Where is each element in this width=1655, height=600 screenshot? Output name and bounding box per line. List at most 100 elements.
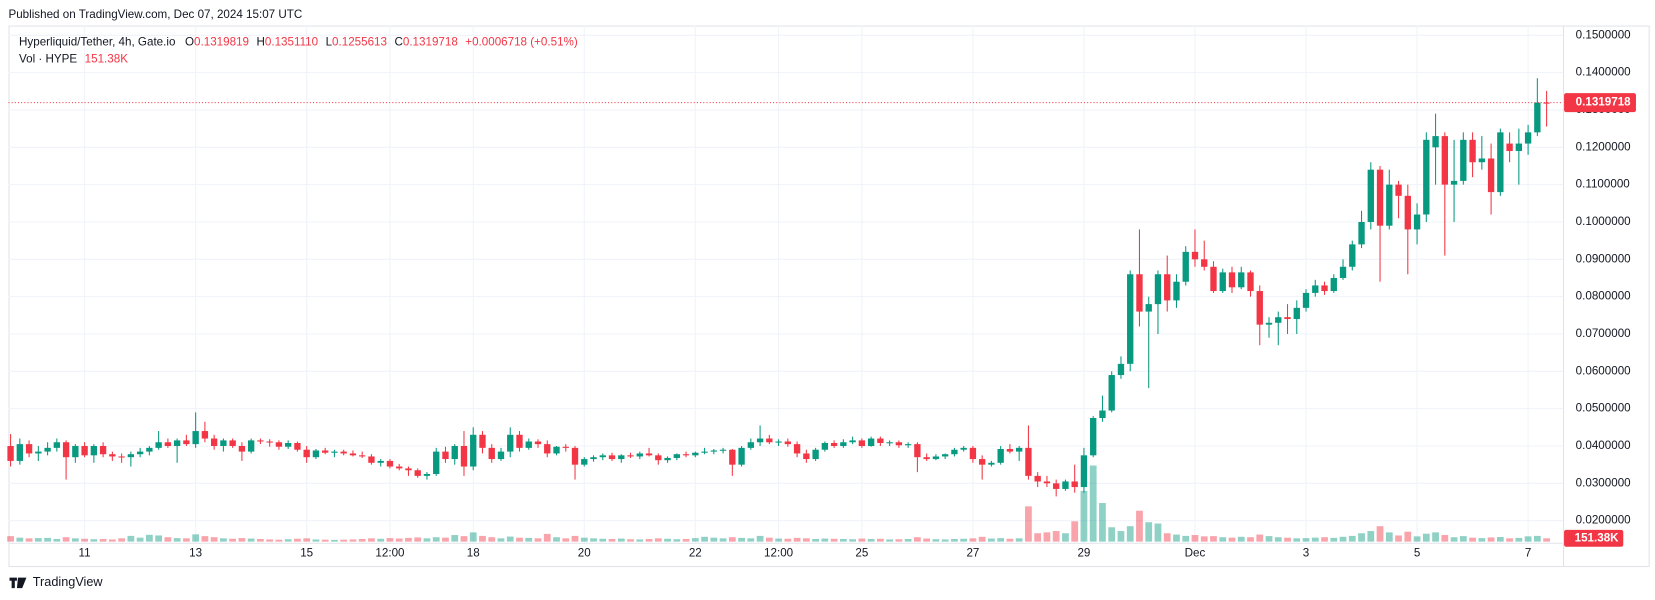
volume-bar bbox=[192, 534, 200, 542]
volume-bar bbox=[312, 539, 320, 542]
legend-value: 0.1351110 bbox=[265, 36, 319, 49]
volume-bar bbox=[1089, 465, 1097, 542]
candle-body bbox=[1515, 143, 1523, 152]
volume-bar bbox=[1163, 533, 1171, 542]
volume-bar bbox=[997, 538, 1005, 542]
candle-body bbox=[793, 444, 801, 454]
volume-bar bbox=[701, 536, 708, 542]
volume-bar bbox=[497, 538, 505, 542]
candle-body bbox=[349, 453, 357, 456]
x-tick-label: 13 bbox=[189, 546, 202, 559]
volume-bar bbox=[1533, 535, 1541, 542]
candle-body bbox=[25, 444, 33, 454]
candle-body bbox=[877, 438, 884, 444]
volume-bar bbox=[1487, 537, 1495, 542]
y-tick-label: 0.1000000 bbox=[1576, 215, 1631, 228]
volume-bar bbox=[1062, 533, 1069, 542]
candle-body bbox=[1404, 195, 1411, 230]
volume-bar bbox=[1469, 537, 1476, 542]
candle-body bbox=[1413, 214, 1421, 230]
volume-bar bbox=[90, 539, 98, 542]
candle-body bbox=[655, 455, 662, 461]
volume-bar bbox=[1459, 536, 1467, 542]
candle-body bbox=[229, 440, 236, 446]
volume-bar bbox=[506, 536, 514, 542]
candle-body bbox=[525, 441, 532, 448]
volume-bar bbox=[1025, 506, 1032, 542]
candle-body bbox=[90, 445, 98, 456]
candle-body bbox=[858, 440, 866, 446]
candle-body bbox=[1108, 375, 1115, 411]
volume-bar bbox=[923, 538, 931, 542]
candle-body bbox=[1080, 455, 1088, 488]
y-tick-label: 0.0300000 bbox=[1576, 476, 1631, 489]
candle-body bbox=[81, 445, 88, 456]
volume-bar bbox=[173, 538, 181, 542]
candle-body bbox=[978, 459, 986, 465]
candle-body bbox=[1497, 132, 1504, 193]
volume-bar bbox=[1395, 535, 1402, 542]
volume-bar bbox=[867, 538, 875, 542]
volume-bar bbox=[386, 538, 394, 542]
candle-body bbox=[904, 444, 912, 446]
volume-bar bbox=[1043, 532, 1051, 542]
volume-bar bbox=[340, 539, 348, 542]
y-tick-label: 0.1100000 bbox=[1576, 178, 1631, 191]
volume-bar bbox=[368, 538, 375, 542]
candle-body bbox=[266, 441, 273, 443]
candle-body bbox=[1506, 143, 1513, 152]
candle-body bbox=[840, 442, 847, 446]
volume-bar bbox=[405, 537, 412, 542]
candle-body bbox=[303, 449, 310, 458]
volume-bar bbox=[1108, 527, 1116, 542]
symbol: Hyperliquid/Tether, 4h, Gate.io bbox=[19, 36, 175, 49]
candle-body bbox=[1071, 481, 1078, 488]
candle-body bbox=[386, 460, 394, 467]
volume-bar bbox=[62, 537, 70, 542]
volume-bar bbox=[414, 537, 422, 542]
candle-body bbox=[849, 440, 856, 443]
volume-bar bbox=[1154, 523, 1162, 542]
legend-value: 0.1319718 bbox=[403, 36, 458, 49]
candle-body bbox=[109, 454, 116, 457]
volume-bar bbox=[738, 537, 745, 542]
volume-bar bbox=[136, 537, 144, 542]
volume-bar bbox=[895, 539, 903, 542]
y-tick-label: 0.1200000 bbox=[1576, 140, 1631, 153]
volume-bar bbox=[1543, 538, 1550, 542]
candle-body bbox=[294, 443, 301, 450]
candle-body bbox=[729, 449, 736, 465]
volume-bar bbox=[617, 538, 625, 542]
candle-body bbox=[155, 442, 162, 448]
candle-body bbox=[220, 440, 227, 446]
volume-bar bbox=[1358, 533, 1365, 542]
x-tick-label: 7 bbox=[1525, 546, 1531, 559]
candle-body bbox=[1043, 481, 1051, 484]
candle-body bbox=[275, 442, 283, 447]
volume-bar bbox=[220, 538, 227, 542]
candle-body bbox=[1284, 317, 1291, 320]
volume-bar bbox=[1034, 533, 1042, 542]
legend-key: O bbox=[185, 36, 194, 49]
volume-bar bbox=[1274, 537, 1282, 542]
volume-bar bbox=[1228, 537, 1236, 542]
volume-bar bbox=[941, 539, 949, 542]
volume-bar bbox=[266, 539, 274, 542]
candle-body bbox=[1145, 304, 1152, 312]
candle-body bbox=[35, 451, 42, 454]
candle-body bbox=[886, 442, 893, 444]
volume-bar bbox=[442, 537, 449, 542]
volume-bar bbox=[81, 538, 88, 542]
volume-bar bbox=[238, 538, 246, 542]
volume-label-box bbox=[1564, 529, 1624, 547]
candle-body bbox=[618, 455, 625, 460]
volume-bar bbox=[821, 538, 829, 542]
volume-last-label: 151.38K bbox=[1575, 531, 1620, 544]
candle-body bbox=[479, 434, 486, 448]
volume-bar bbox=[756, 535, 764, 542]
candle-body bbox=[1034, 475, 1041, 482]
volume-bar bbox=[904, 538, 912, 542]
volume-bar bbox=[914, 537, 921, 542]
volume-bar bbox=[7, 536, 14, 542]
